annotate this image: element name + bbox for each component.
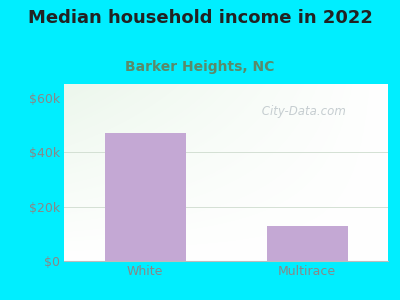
Bar bbox=[266, 226, 348, 261]
Bar bbox=[104, 133, 186, 261]
Text: City-Data.com: City-Data.com bbox=[258, 105, 346, 118]
Text: Barker Heights, NC: Barker Heights, NC bbox=[125, 60, 275, 74]
Text: Median household income in 2022: Median household income in 2022 bbox=[28, 9, 372, 27]
